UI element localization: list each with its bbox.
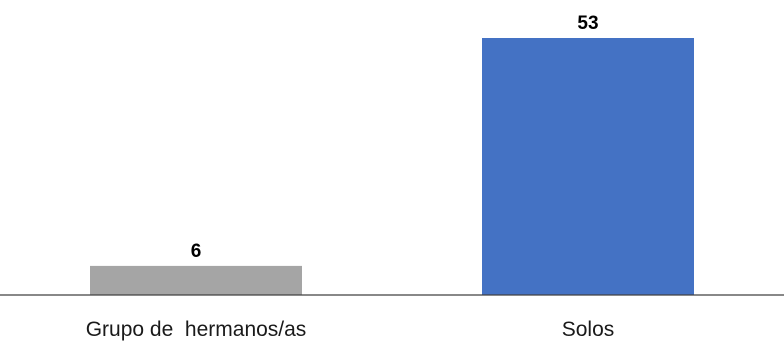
category-label-1: Solos xyxy=(562,318,615,341)
bar-1 xyxy=(482,38,694,295)
data-labels-group: 6 53 xyxy=(191,13,599,262)
category-labels-group: Grupo de hermanos/as Solos xyxy=(86,318,615,341)
data-label-0: 6 xyxy=(191,241,202,262)
category-label-0: Grupo de hermanos/as xyxy=(86,318,307,341)
bars-group xyxy=(90,38,694,295)
data-label-1: 53 xyxy=(577,13,598,34)
bar-0 xyxy=(90,265,302,295)
